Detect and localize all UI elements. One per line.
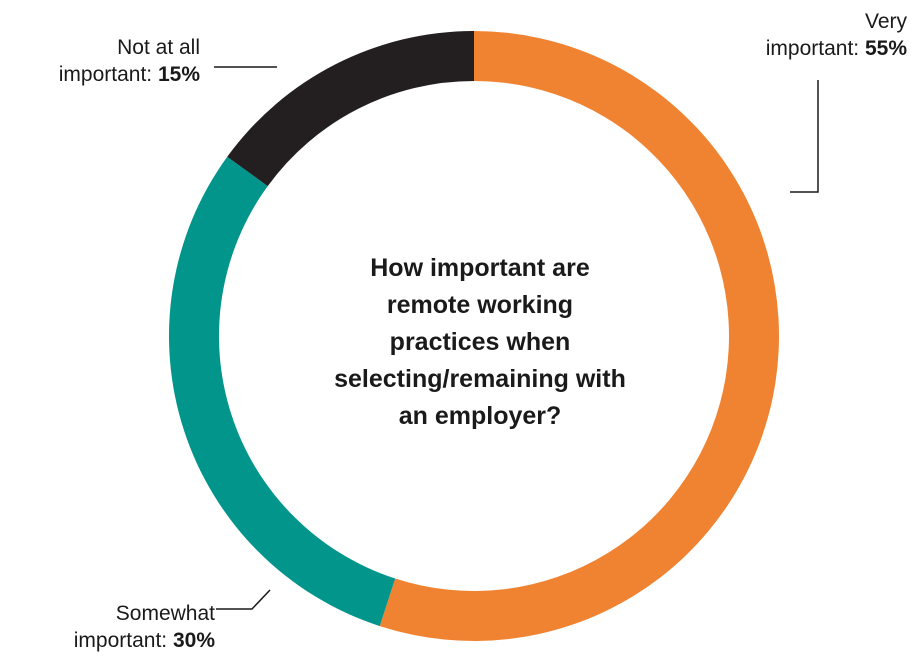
slice-label-somewhat-line2: important: 30% xyxy=(0,627,215,654)
slice-label-somewhat-text: important: xyxy=(73,629,168,652)
slice-label-somewhat-important: Somewhat important: 30% xyxy=(0,600,215,654)
label-leader-lines xyxy=(214,66,819,610)
slice-label-very-text: important: xyxy=(765,37,860,60)
slice-label-very-important: Very important: 55% xyxy=(687,8,907,62)
slice-label-very-line1: Very xyxy=(864,10,907,33)
donut-center-question: How important are remote working practic… xyxy=(334,254,626,430)
slice-label-not-at-all-important: Not at all important: 15% xyxy=(0,34,200,88)
slice-value-not: 15% xyxy=(157,63,200,86)
donut-slices xyxy=(168,31,779,641)
slice-label-not-text: important: xyxy=(58,63,153,86)
slice-label-somewhat-line1: Somewhat xyxy=(115,602,215,625)
slice-somewhat-important xyxy=(168,156,396,627)
slice-value-somewhat: 30% xyxy=(172,629,215,652)
leader-line-very xyxy=(790,80,819,193)
leader-line-somewhat xyxy=(216,589,271,610)
slice-label-very-line2: important: 55% xyxy=(687,35,907,62)
slice-very-important xyxy=(379,31,779,641)
slice-label-not-line2: important: 15% xyxy=(0,61,200,88)
slice-label-not-line1: Not at all xyxy=(117,36,200,59)
slice-value-very: 55% xyxy=(864,37,907,60)
slice-not-at-all-important xyxy=(227,31,474,187)
